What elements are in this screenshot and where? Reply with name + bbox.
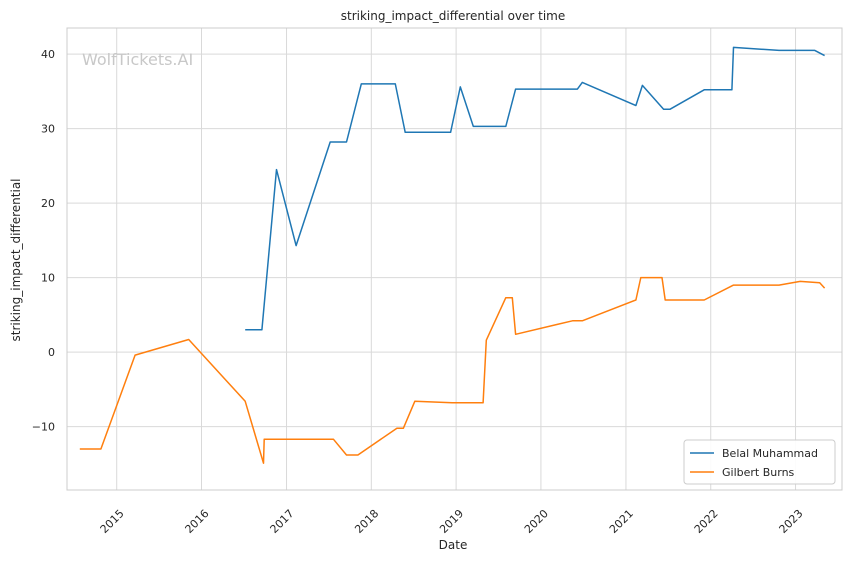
y-tick-label: 10 [41, 272, 55, 285]
grid [67, 28, 842, 490]
watermark: WolfTickets.AI [82, 50, 193, 69]
series-line-gilbert-burns [79, 276, 826, 464]
y-tick-label: 20 [41, 197, 55, 210]
y-tick-label: 0 [48, 346, 55, 359]
y-tick-label: 30 [41, 123, 55, 136]
legend-box [683, 439, 836, 485]
x-axis-label: Date [439, 538, 468, 552]
y-tick-label: 40 [41, 48, 55, 61]
legend: Belal Muhammad Gilbert Burns [683, 439, 836, 485]
chart-title: striking_impact_differential over time [341, 9, 566, 23]
legend-label: Belal Muhammad [722, 447, 818, 460]
series-line-belal-muhammad [245, 46, 825, 331]
y-axis-label: striking_impact_differential [9, 178, 23, 341]
plot-area-frame [66, 27, 843, 491]
y-axis-ticks: −10 0 10 20 30 40 [32, 48, 55, 434]
series-layer [79, 46, 826, 464]
legend-label: Gilbert Burns [722, 466, 795, 479]
y-tick-label: −10 [32, 421, 55, 434]
